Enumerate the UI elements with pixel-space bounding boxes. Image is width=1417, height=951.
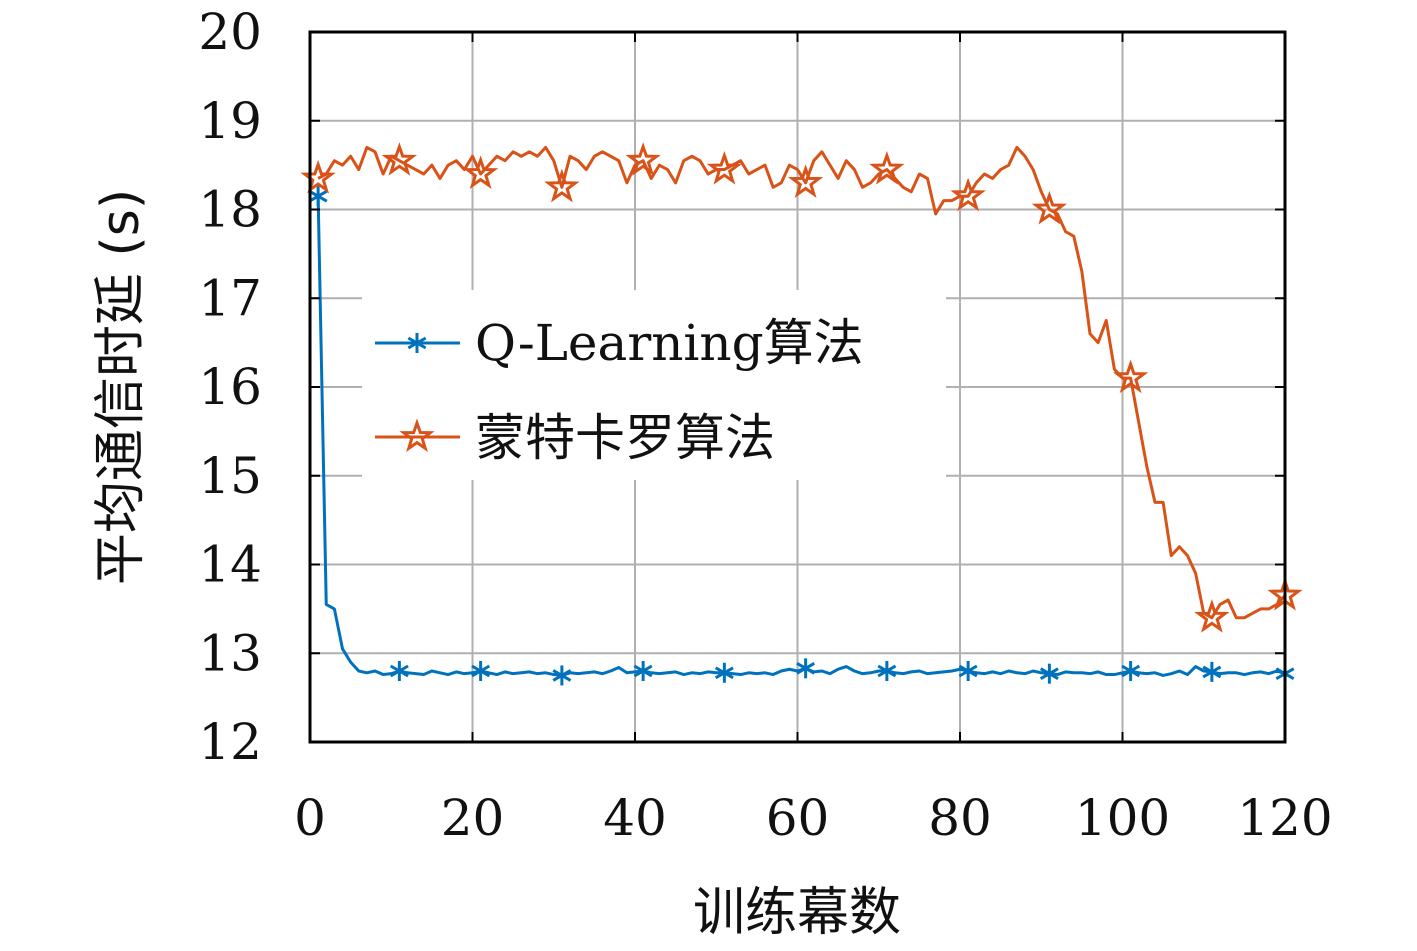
data-point-q-learning (714, 662, 734, 683)
y-tick-label: 18 (198, 181, 262, 239)
x-tick-label: 40 (603, 789, 667, 847)
x-tick-label: 120 (1237, 789, 1332, 847)
data-point-q-learning (958, 661, 978, 681)
legend-label-q-learning: Q-Learning算法 (475, 314, 864, 372)
legend-marker-q-learning (407, 333, 427, 353)
y-axis-title: 平均通信时延 (s) (91, 189, 151, 585)
y-tick-label: 14 (198, 536, 262, 594)
data-point-monte-carlo (1031, 190, 1068, 225)
x-tick-label: 0 (294, 789, 326, 847)
x-axis-title: 训练幕数 (693, 883, 901, 943)
data-point-monte-carlo (1112, 359, 1149, 394)
series-monte-carlo (300, 142, 1303, 633)
data-point-q-learning (633, 661, 653, 681)
legend-entry-monte-carlo: 蒙特卡罗算法 (375, 409, 775, 467)
x-tick-label: 20 (441, 789, 505, 847)
y-tick-label: 17 (198, 269, 262, 327)
data-point-monte-carlo (706, 150, 743, 185)
data-point-q-learning (552, 665, 572, 686)
data-point-q-learning (389, 661, 409, 681)
data-point-monte-carlo (544, 168, 580, 203)
data-point-q-learning (308, 186, 328, 207)
legend-label-monte-carlo: 蒙特卡罗算法 (475, 409, 775, 467)
legend-marker-glyph-q-learning (407, 333, 427, 353)
y-tick-label: 12 (198, 713, 262, 771)
data-point-monte-carlo (869, 150, 905, 185)
data-point-q-learning (877, 661, 897, 681)
y-tick-label: 20 (198, 3, 262, 61)
x-tick-label: 100 (1075, 789, 1170, 847)
x-tick-label: 80 (928, 789, 992, 847)
data-point-monte-carlo (462, 155, 499, 190)
y-tick-label: 19 (198, 92, 262, 150)
data-point-q-learning (1039, 663, 1059, 684)
data-point-q-learning (471, 661, 491, 681)
series-layer (300, 142, 1303, 686)
data-point-monte-carlo (625, 142, 661, 176)
legend: Q-Learning算法 蒙特卡罗算法 (362, 290, 946, 480)
data-point-q-learning (1202, 661, 1222, 682)
legend-marker-glyph-monte-carlo (399, 418, 435, 453)
data-point-monte-carlo (381, 142, 418, 176)
data-point-monte-carlo (787, 164, 824, 198)
data-point-monte-carlo (1194, 599, 1230, 633)
legend-marker-monte-carlo (399, 418, 435, 453)
x-tick-label: 60 (766, 789, 830, 847)
legend-entry-q-learning: Q-Learning算法 (375, 314, 864, 372)
y-tick-label: 13 (198, 624, 262, 682)
axis-ticks: 0 20 40 60 80 100 120 12 13 14 15 16 17 18 19 20 (198, 3, 1332, 847)
data-point-q-learning (796, 658, 816, 679)
legend-box (362, 290, 946, 480)
data-point-q-learning (1121, 661, 1141, 681)
y-tick-label: 16 (198, 358, 262, 416)
data-point-monte-carlo (950, 177, 986, 212)
data-point-monte-carlo (300, 159, 336, 194)
y-tick-label: 15 (198, 447, 262, 505)
